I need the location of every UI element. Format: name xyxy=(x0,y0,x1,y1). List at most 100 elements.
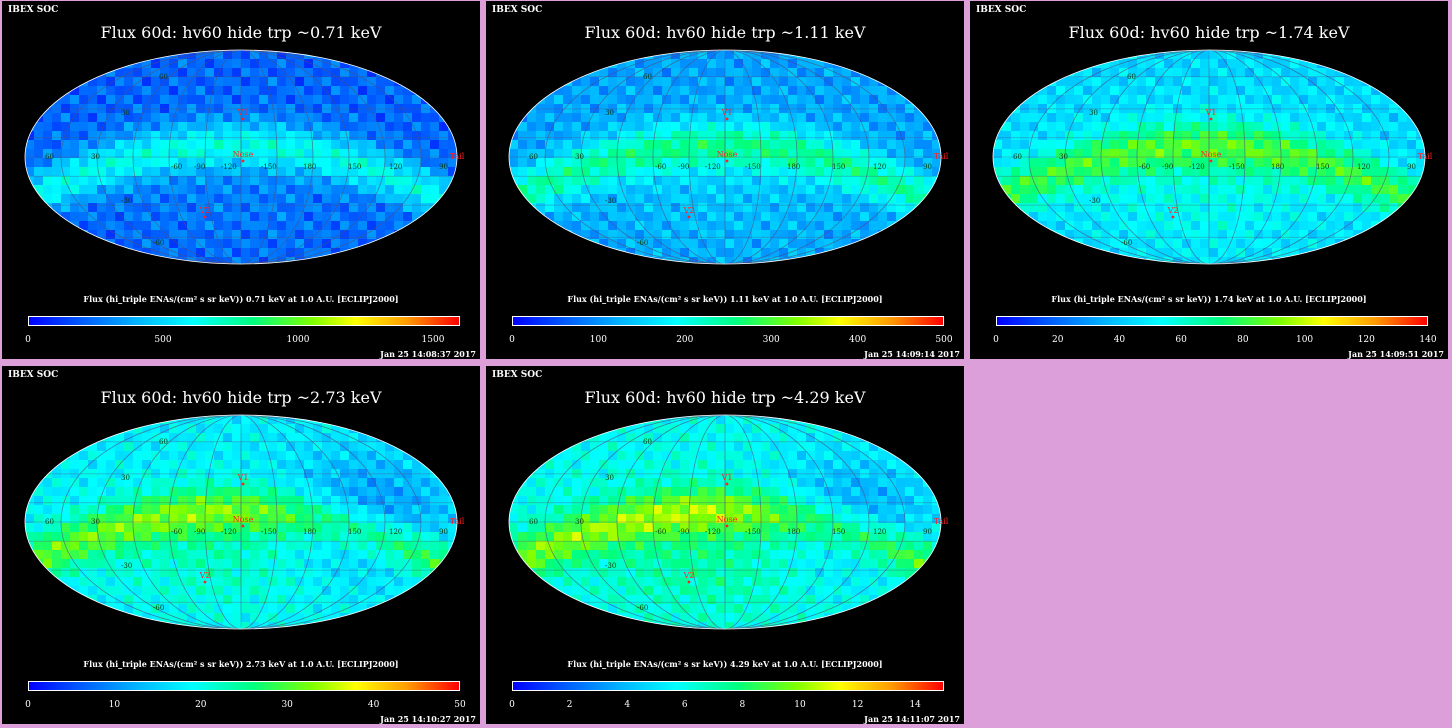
colorbar-tick-label: 40 xyxy=(1113,335,1126,345)
panel-header: IBEX SOC xyxy=(8,5,59,15)
latitude-label: -60 xyxy=(153,239,164,247)
voyager-1-marker-dot xyxy=(241,482,245,486)
latitude-label: -30 xyxy=(121,562,132,570)
panel-1: IBEX SOC Flux 60d: hv60 hide trp ~0.71 k… xyxy=(2,1,480,359)
panel-title: Flux 60d: hv60 hide trp ~2.73 keV xyxy=(100,388,382,407)
longitude-label: 150 xyxy=(832,163,845,171)
longitude-label: -60 xyxy=(1139,163,1150,171)
longitude-label: 180 xyxy=(1271,163,1284,171)
longitude-label: 60 xyxy=(45,153,54,161)
voyager-1-marker: V1 xyxy=(237,473,249,482)
map-outline xyxy=(24,414,458,630)
longitude-label: -90 xyxy=(678,163,689,171)
longitude-label: -90 xyxy=(678,528,689,536)
nose-marker-dot xyxy=(241,524,245,528)
longitude-label: 150 xyxy=(1316,163,1329,171)
tail-marker: Tail xyxy=(450,517,465,526)
tail-marker: Tail xyxy=(450,152,465,161)
voyager-2-marker: V2 xyxy=(1167,206,1179,215)
longitude-label: 150 xyxy=(348,528,361,536)
colorbar-tick-label: 0 xyxy=(25,335,31,345)
timestamp: Jan 25 14:11:07 2017 xyxy=(864,714,960,724)
timestamp: Jan 25 14:09:51 2017 xyxy=(1348,349,1444,359)
latitude-label: -60 xyxy=(637,604,648,612)
colorbar-tick-label: 10 xyxy=(108,700,121,710)
colorbar-tick-label: 0 xyxy=(509,700,515,710)
longitude-label: 60 xyxy=(45,518,54,526)
latitude-label: 30 xyxy=(605,474,614,482)
latitude-label: 60 xyxy=(159,438,168,446)
colorbar-tick-label: 80 xyxy=(1237,335,1249,345)
longitude-label: 90 xyxy=(439,163,448,171)
longitude-label: 60 xyxy=(529,153,538,161)
panel-header: IBEX SOC xyxy=(976,5,1027,15)
voyager-1-marker-dot xyxy=(241,117,245,121)
latitude-label: 60 xyxy=(1127,73,1136,81)
panel-title: Flux 60d: hv60 hide trp ~4.29 keV xyxy=(584,388,866,407)
nose-marker: Nose xyxy=(233,515,254,524)
colorbar-tick-label: 12 xyxy=(851,700,864,710)
longitude-label: -60 xyxy=(655,163,666,171)
colorbar-tick-label: 120 xyxy=(1357,335,1375,345)
nose-marker: Nose xyxy=(717,515,738,524)
latitude-label: 30 xyxy=(1089,109,1098,117)
panel-3: IBEX SOC Flux 60d: hv60 hide trp ~1.74 k… xyxy=(970,1,1448,359)
colorbar-tick-label: 30 xyxy=(281,700,293,710)
latitude-label: 30 xyxy=(121,109,130,117)
colorbar-tick-label: 1500 xyxy=(421,335,445,345)
latitude-label: 60 xyxy=(643,438,652,446)
longitude-label: -120 xyxy=(705,528,721,536)
colorbar-label: Flux (hi_triple ENAs/(cm² s sr keV)) 1.1… xyxy=(567,294,883,304)
panel-title: Flux 60d: hv60 hide trp ~1.74 keV xyxy=(1068,23,1350,42)
nose-marker-dot xyxy=(241,159,245,163)
voyager-1-marker: V1 xyxy=(237,108,249,117)
nose-marker: Nose xyxy=(233,150,254,159)
nose-marker-dot xyxy=(725,159,729,163)
longitude-label: -120 xyxy=(221,528,237,536)
voyager-1-marker: V1 xyxy=(721,473,733,482)
sky-map: -60 -90 -120 -150 180 150 120 90 60 30 60 30 -30 -60 V… xyxy=(992,49,1433,265)
timestamp: Jan 25 14:08:37 2017 xyxy=(380,349,476,359)
colorbar xyxy=(996,316,1428,326)
longitude-label: 90 xyxy=(923,163,932,171)
panel-2: IBEX SOC Flux 60d: hv60 hide trp ~1.11 k… xyxy=(486,1,964,359)
voyager-2-marker-dot xyxy=(1171,215,1175,219)
longitude-label: -150 xyxy=(261,528,277,536)
nose-marker: Nose xyxy=(717,150,738,159)
nose-marker-dot xyxy=(725,524,729,528)
latitude-label: -30 xyxy=(1089,197,1100,205)
longitude-label: 90 xyxy=(439,528,448,536)
voyager-1-marker-dot xyxy=(725,117,729,121)
latitude-label: 60 xyxy=(159,73,168,81)
colorbar-label: Flux (hi_triple ENAs/(cm² s sr keV)) 2.7… xyxy=(83,659,399,669)
longitude-label: 120 xyxy=(389,163,402,171)
latitude-label: -30 xyxy=(605,562,616,570)
colorbar-tick-label: 6 xyxy=(681,700,688,710)
longitude-label: 30 xyxy=(575,153,584,161)
sky-map: -60 -90 -120 -150 180 150 120 90 60 30 60 30 -30 -60 V… xyxy=(24,49,465,265)
longitude-label: 180 xyxy=(787,528,800,536)
voyager-2-marker: V2 xyxy=(199,206,211,215)
colorbar-tick-label: 140 xyxy=(1419,335,1437,345)
tail-marker: Tail xyxy=(934,517,949,526)
longitude-label: -150 xyxy=(745,163,761,171)
panel-title: Flux 60d: hv60 hide trp ~0.71 keV xyxy=(100,23,382,42)
longitude-label: 120 xyxy=(389,528,402,536)
longitude-label: 180 xyxy=(303,163,316,171)
panel-header: IBEX SOC xyxy=(8,370,59,380)
map-outline xyxy=(992,49,1426,265)
colorbar-tick-label: 100 xyxy=(1295,335,1314,345)
longitude-label: -60 xyxy=(171,163,182,171)
voyager-1-marker: V1 xyxy=(721,108,733,117)
map-outline xyxy=(24,49,458,265)
longitude-label: 90 xyxy=(1407,163,1416,171)
voyager-2-marker: V2 xyxy=(683,206,695,215)
panel-5: IBEX SOC Flux 60d: hv60 hide trp ~4.29 k… xyxy=(486,366,964,724)
longitude-label: -90 xyxy=(1162,163,1173,171)
colorbar-label: Flux (hi_triple ENAs/(cm² s sr keV)) 1.7… xyxy=(1051,294,1367,304)
voyager-2-marker-dot xyxy=(203,215,207,219)
longitude-label: 120 xyxy=(873,528,886,536)
longitude-label: 150 xyxy=(348,163,361,171)
colorbar-label: Flux (hi_triple ENAs/(cm² s sr keV)) 0.7… xyxy=(83,294,399,304)
tail-marker: Tail xyxy=(1418,152,1433,161)
